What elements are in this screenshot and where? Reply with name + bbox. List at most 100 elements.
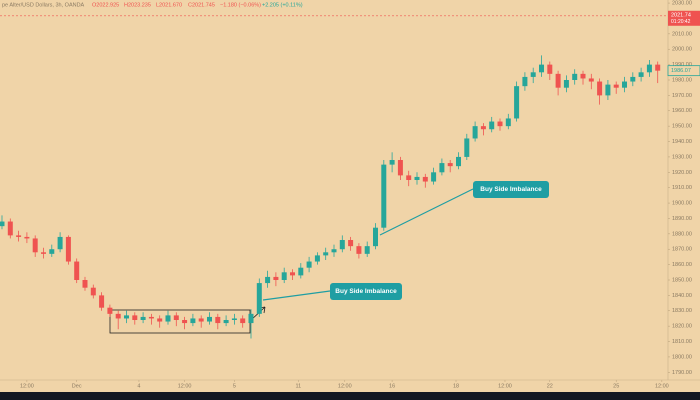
y-tick-label: 1930.00 <box>672 154 692 160</box>
candle-body <box>472 126 478 139</box>
candle-body <box>40 252 46 254</box>
candle-body <box>82 280 88 288</box>
y-tick-label: 1990.00 <box>672 62 692 68</box>
header-close: C2021.745 <box>188 2 215 8</box>
y-tick-label: 1840.00 <box>672 293 692 299</box>
candle-body <box>588 78 594 82</box>
candle-body <box>356 246 362 254</box>
candle-body <box>489 121 495 130</box>
candle-body <box>90 287 96 296</box>
y-tick-label: 1860.00 <box>672 262 692 268</box>
header-change: −1.180 (−0.06%) <box>220 2 261 8</box>
candle-body <box>622 81 628 88</box>
y-tick-label: 1790.00 <box>672 370 692 376</box>
candle-body <box>439 163 445 173</box>
candle-body <box>289 272 295 276</box>
x-tick-label: 12:00 <box>178 383 192 389</box>
candle-body <box>99 295 105 308</box>
y-tick-label: 1910.00 <box>672 185 692 191</box>
candle-body <box>605 84 611 96</box>
candle-body <box>140 316 146 320</box>
candle-body <box>547 64 553 74</box>
y-tick-label: 1850.00 <box>672 277 692 283</box>
header: pe Alter/USD Dollars, 3h, OANDA O2022.92… <box>2 2 303 8</box>
candle-body <box>107 307 113 314</box>
candle-body <box>206 316 212 322</box>
candle-body <box>248 313 254 324</box>
candle-body <box>480 126 486 130</box>
candle-body <box>505 118 511 127</box>
y-tick-label: 1920.00 <box>672 170 692 176</box>
candle-body <box>132 315 138 320</box>
candle-body <box>431 172 437 182</box>
candle-body <box>655 64 661 71</box>
candle-body <box>256 283 262 314</box>
callout-text: Buy Side Imbalance <box>480 186 542 193</box>
y-tick-label: 1940.00 <box>672 139 692 145</box>
header-change2: +2.205 (+0.11%) <box>262 2 303 8</box>
x-tick-label: 12:00 <box>20 383 34 389</box>
candle-body <box>198 318 204 322</box>
candle-body <box>190 318 196 324</box>
y-tick-label: 1900.00 <box>672 201 692 207</box>
candle-body <box>397 160 403 176</box>
y-tick-label: 2030.00 <box>672 1 692 7</box>
candle-body <box>373 227 379 247</box>
x-tick-label: Dec <box>72 383 82 389</box>
candle-body <box>414 176 420 180</box>
candle-body <box>298 267 304 276</box>
last-price-label: 1986.07 <box>671 68 691 74</box>
header-low: L2021.670 <box>156 2 182 8</box>
candle-body <box>638 72 644 77</box>
candle-body <box>323 252 329 256</box>
alert-box <box>668 10 700 26</box>
candle-body <box>348 240 354 247</box>
x-tick-label: 25 <box>613 383 619 389</box>
candle-body <box>231 318 237 320</box>
alert-countdown: 01:20:42 <box>671 19 691 25</box>
y-tick-label: 1960.00 <box>672 108 692 114</box>
y-tick-label: 1980.00 <box>672 77 692 83</box>
candle-body <box>65 236 71 262</box>
candle-body <box>422 176 428 182</box>
candle-body <box>223 320 229 324</box>
candle-body <box>7 221 13 236</box>
candle-body <box>464 138 470 157</box>
candle-body <box>447 163 453 167</box>
candle-body <box>580 73 586 79</box>
candle-body <box>24 236 30 239</box>
candle-body <box>0 221 5 227</box>
y-tick-label: 1970.00 <box>672 93 692 99</box>
candle-body <box>497 121 503 127</box>
candle-body <box>555 73 561 88</box>
x-tick-label: 5 <box>233 383 236 389</box>
callout-box <box>473 181 549 198</box>
candle-body <box>182 320 188 324</box>
candle-body <box>57 236 63 250</box>
candle-body <box>273 276 279 280</box>
candle-body <box>157 318 163 322</box>
y-tick-label: 1820.00 <box>672 324 692 330</box>
candle-body <box>265 276 271 284</box>
candle-body <box>215 316 221 324</box>
candle-body <box>539 64 545 73</box>
candle-body <box>646 64 652 73</box>
candle-body <box>339 240 345 250</box>
y-tick-label: 1890.00 <box>672 216 692 222</box>
candle-body <box>522 76 528 87</box>
candle-body <box>456 156 462 167</box>
y-tick-label: 1830.00 <box>672 308 692 314</box>
bottom-bar <box>0 392 700 400</box>
x-tick-label: 4 <box>137 383 140 389</box>
y-tick-label: 1880.00 <box>672 231 692 237</box>
candle-body <box>563 80 569 88</box>
candle-body <box>74 261 80 280</box>
y-tick-label: 2000.00 <box>672 47 692 53</box>
candle-body <box>115 313 121 319</box>
header-open: O2022.925 <box>92 2 119 8</box>
candle-body <box>572 73 578 80</box>
candle-body <box>306 261 312 268</box>
candle-body <box>331 249 337 253</box>
